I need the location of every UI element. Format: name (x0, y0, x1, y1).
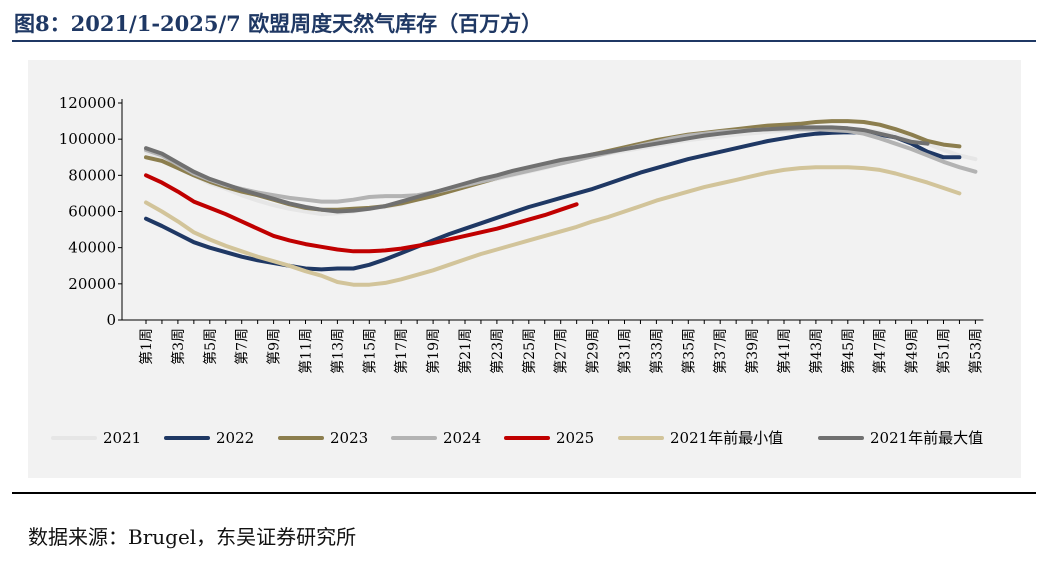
y-tick-label: 80000 (68, 166, 116, 184)
y-tick-label: 100000 (59, 130, 116, 148)
x-tick-label: 第13周 (329, 328, 346, 374)
x-tick-label: 第37周 (712, 328, 729, 374)
x-tick-label: 第51周 (936, 328, 953, 374)
x-tick-label: 第1周 (138, 328, 155, 365)
series-line-3 (144, 127, 978, 204)
x-tick-label: 第29周 (585, 328, 602, 374)
source-note: 数据来源：Brugel，东吴证券研究所 (28, 525, 357, 549)
series-line-4 (144, 173, 579, 254)
legend-label: 2025 (556, 429, 594, 447)
x-tick-label: 第19周 (425, 328, 442, 374)
x-tick-label: 第31周 (617, 328, 634, 374)
x-tick-label: 第35周 (680, 328, 697, 374)
x-tick-label: 第43周 (808, 328, 825, 374)
x-tick-label: 第17周 (393, 328, 410, 374)
footer-divider (12, 492, 1036, 494)
x-tick-label: 第33周 (648, 328, 665, 374)
series-line-6 (144, 125, 930, 214)
y-tick-label: 60000 (68, 203, 116, 221)
x-tick-label: 第9周 (266, 328, 283, 365)
title-divider (12, 40, 1036, 42)
x-tick-label: 第41周 (776, 328, 793, 374)
x-tick-label: 第3周 (170, 328, 187, 365)
series-line-0 (144, 127, 978, 217)
y-tick-label: 20000 (68, 275, 116, 293)
page-title: 图8：2021/1-2025/7 欧盟周度天然气库存（百万方） (14, 11, 543, 36)
x-tick-label: 第23周 (489, 328, 506, 374)
legend-label: 2021 (103, 429, 141, 447)
series-line-1 (144, 130, 962, 272)
x-tick-label: 第25周 (521, 328, 538, 374)
x-tick-label: 第11周 (298, 328, 315, 374)
x-tick-label: 第21周 (457, 328, 474, 374)
x-tick-label: 第39周 (744, 328, 761, 374)
x-tick-label: 第15周 (361, 328, 378, 374)
line-chart: 0 20000 40000 60000 80000 100000 120000 第1周 第3周… (51, 94, 984, 447)
legend-label: 2024 (443, 429, 481, 447)
y-tick-label: 0 (106, 311, 116, 329)
legend-label: 2022 (216, 429, 254, 447)
series-layer (144, 119, 978, 287)
legend-label: 2023 (330, 429, 368, 447)
legend-label: 2021年前最小值 (670, 429, 783, 447)
x-tick-label: 第47周 (872, 328, 889, 374)
x-axis: 第1周 第3周 第5周 第7周 第9周 第11周 第13周 第15周 第17周 第19周 第21周第… (122, 319, 984, 374)
x-tick-label: 第53周 (967, 328, 984, 374)
x-tick-label: 第5周 (202, 328, 219, 365)
x-tick-label: 第49周 (904, 328, 921, 374)
y-axis: 0 20000 40000 60000 80000 100000 120000 (59, 94, 123, 329)
y-tick-label: 120000 (59, 94, 116, 112)
series-line-5 (144, 165, 962, 287)
legend: 2021 2022 2023 2024 2025 2021年前最小值 2021年前最大值 (51, 429, 983, 447)
x-tick-label: 第45周 (840, 328, 857, 374)
chart-panel: 0 20000 40000 60000 80000 100000 120000 第1周 第3周… (28, 60, 1021, 478)
legend-label: 2021年前最大值 (870, 429, 983, 447)
x-tick-label: 第27周 (553, 328, 570, 374)
x-tick-label: 第7周 (234, 328, 251, 365)
y-tick-label: 40000 (68, 239, 116, 257)
